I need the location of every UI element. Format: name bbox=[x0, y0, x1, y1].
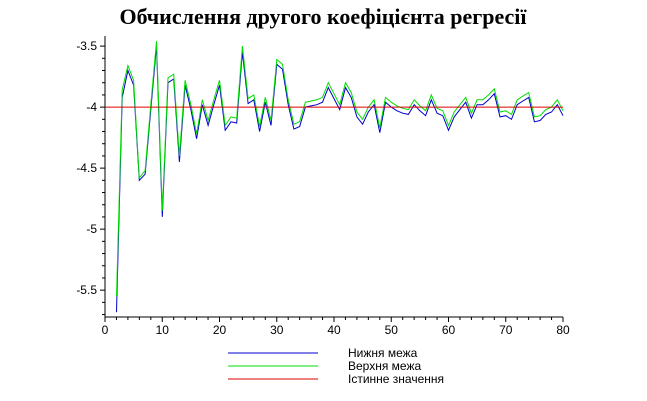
x-tick-label: 60 bbox=[442, 323, 456, 337]
legend-label: Нижня межа bbox=[348, 346, 418, 360]
x-tick-label: 80 bbox=[556, 323, 570, 337]
x-tick-label: 10 bbox=[156, 323, 170, 337]
y-tick-label: -4.5 bbox=[76, 161, 97, 175]
x-tick-label: 30 bbox=[270, 323, 284, 337]
y-tick-label: -4 bbox=[86, 100, 97, 114]
plot-area: 0 10 20 30 40 50 60 70 80 -3.5 -4 -4.5 -5 -5.5 bbox=[76, 36, 570, 337]
x-tick-label: 50 bbox=[385, 323, 399, 337]
x-tick-label: 0 bbox=[102, 323, 109, 337]
x-tick-label: 20 bbox=[213, 323, 227, 337]
y-tick-label: -5 bbox=[86, 222, 97, 236]
y-tick-label: -3.5 bbox=[76, 39, 97, 53]
legend-label: Верхня межа bbox=[348, 359, 421, 373]
x-tick-label: 70 bbox=[499, 323, 513, 337]
chart-title: Обчислення другого коефіцієнта регресії bbox=[120, 4, 528, 29]
y-tick-label: -5.5 bbox=[76, 283, 97, 297]
series-line-lower-bound bbox=[116, 46, 564, 313]
legend-label: Істинне значення bbox=[348, 372, 444, 386]
x-tick-label: 40 bbox=[327, 323, 341, 337]
series-line-upper-bound bbox=[116, 41, 564, 297]
